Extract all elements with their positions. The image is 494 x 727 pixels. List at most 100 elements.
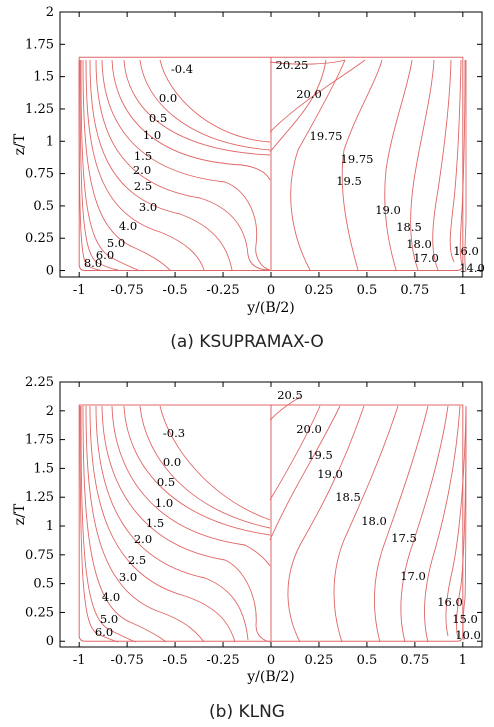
y-axis-title: z/T [12, 133, 28, 155]
y-tick-label: 0 [46, 264, 54, 279]
contour-line [287, 405, 365, 643]
contour-label: 16.0 [453, 244, 479, 258]
contour-label: 20.25 [276, 58, 309, 72]
contour-label: 2.5 [134, 179, 152, 193]
contour-label: 19.75 [341, 152, 374, 166]
y-tick-label: 0 [46, 634, 54, 649]
contour-line [80, 59, 139, 271]
x-tick-label: 0.25 [304, 283, 333, 298]
contour-label: 16.0 [437, 595, 463, 609]
y-tick-label: 1.75 [25, 37, 54, 52]
panel-a: -1 -0.75 -0.5 -0.25 0 0.25 0.5 0.75 1 0 0.25 0.5 0.7… [12, 5, 485, 352]
x-tick-label: -0.75 [110, 653, 143, 668]
contour-line [159, 405, 271, 521]
y-tick-label: 2.25 [25, 375, 54, 390]
contour-label: 1.0 [155, 496, 173, 510]
contour-line [95, 59, 271, 271]
contour-line [400, 405, 449, 643]
x-tick-label: 0.75 [400, 653, 429, 668]
contour-line [79, 59, 119, 271]
x-tick-label: 0.5 [357, 653, 378, 668]
contour-label: 6.0 [96, 248, 114, 262]
contour-line [459, 59, 466, 269]
contour-label: -0.3 [163, 426, 185, 440]
contour-line [445, 405, 467, 637]
contour-label: 19.5 [336, 174, 362, 188]
x-tick-label: 1 [459, 283, 467, 298]
contour-label: 19.5 [307, 448, 333, 462]
contour-label: -0.4 [171, 62, 193, 76]
contour-label: 3.0 [139, 200, 157, 214]
contour-label: 20.0 [296, 422, 322, 436]
y-tick-label: 1 [46, 134, 54, 149]
contour-label: 19.75 [310, 129, 343, 143]
contour-label: 18.0 [361, 514, 387, 528]
contour-label: 17.0 [413, 251, 439, 265]
x-tick-label: -0.25 [206, 283, 239, 298]
y-tick-label: 0.25 [25, 231, 54, 246]
x-tick-label: 0.5 [357, 283, 378, 298]
contour-line [95, 405, 249, 641]
contour-label: 17.0 [400, 569, 426, 583]
y-axis-title: z/T [12, 503, 28, 525]
contour-label: 19.0 [317, 467, 343, 481]
y-tick-label: 1.75 [25, 433, 54, 448]
contour-line [82, 59, 171, 271]
x-tick-label: 0.75 [400, 283, 429, 298]
contour-line [449, 59, 462, 263]
contour-label: 19.0 [375, 203, 401, 217]
x-tick-label: -0.75 [110, 283, 143, 298]
y-tick-label: 1.25 [25, 102, 54, 117]
contour-line [432, 59, 452, 271]
contour-line [410, 59, 435, 271]
x-tick-label: 0.25 [304, 653, 333, 668]
x-tick-label: 0 [267, 283, 275, 298]
y-tick-label: 2 [46, 404, 54, 419]
contour-line [333, 405, 399, 643]
contour-line [89, 59, 233, 271]
x-tick-label: -1 [73, 283, 86, 298]
contour-label: 15.0 [452, 612, 478, 626]
x-tick-label: -0.5 [163, 283, 188, 298]
contour-line [111, 405, 271, 567]
y-tick-label: 2 [46, 5, 54, 20]
contour-line [290, 59, 346, 271]
contour-line [139, 59, 271, 151]
contour-label: 2.0 [134, 532, 152, 546]
contour-label: 2.5 [128, 553, 146, 567]
y-tick-label: 0.25 [25, 605, 54, 620]
contour-label: 3.0 [119, 570, 137, 584]
contour-label: 5.0 [107, 236, 125, 250]
contour-label: 17.5 [391, 531, 417, 545]
contour-label: 0.5 [149, 111, 167, 125]
contour-line [123, 405, 271, 536]
contour-line [101, 405, 271, 643]
contour-label: 6.0 [95, 625, 113, 639]
x-tick-label: 0 [267, 653, 275, 668]
contour-label: 1.0 [143, 128, 161, 142]
contour-label: 18.0 [406, 237, 432, 251]
contour-label: 4.0 [119, 219, 137, 233]
contour-label: 0.0 [163, 455, 181, 469]
contour-line [85, 59, 205, 271]
panel-b: -1 -0.75 -0.5 -0.25 0 0.25 0.5 0.75 1 0 0.25 0.5 0.7… [12, 375, 483, 722]
contour-line [78, 59, 101, 271]
y-tick-label: 0.75 [25, 167, 54, 182]
contour-line [80, 405, 137, 643]
contour-line [123, 59, 271, 156]
contour-label: 0.5 [157, 475, 175, 489]
contour-line [462, 405, 467, 641]
contour-line [79, 405, 119, 643]
x-axis-title: y/(B/2) [246, 669, 294, 685]
contour-label: 8.0 [84, 256, 102, 270]
x-tick-label: 1 [459, 653, 467, 668]
contour-line [159, 59, 271, 143]
contour-label: 0.0 [159, 91, 177, 105]
contour-line [89, 405, 236, 643]
contour-line [139, 405, 271, 529]
contour-label: 20.5 [277, 388, 303, 402]
contour-label: 18.5 [335, 490, 361, 504]
x-tick-label: -0.25 [206, 653, 239, 668]
hull-outline [78, 404, 464, 642]
